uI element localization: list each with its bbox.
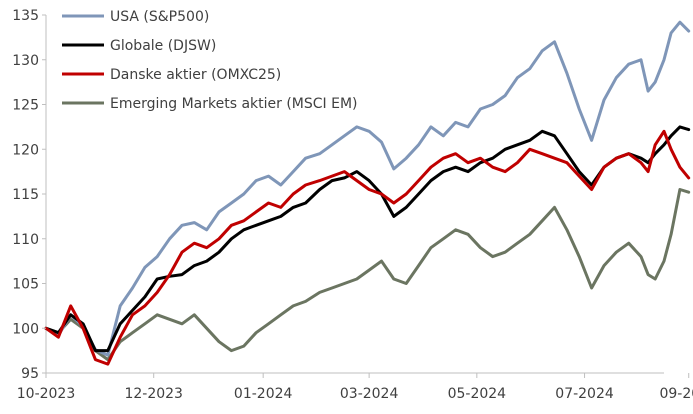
series-line-2 (44, 129, 691, 366)
x-tick-label: 09-2024 (659, 386, 693, 402)
legend: USA (S&P500) Globale (DJSW) Danske aktier … (62, 9, 358, 112)
legend-label-1: Globale (DJSW) (110, 38, 216, 54)
y-tick-label: 115 (12, 187, 39, 203)
y-tick-label: 100 (12, 321, 39, 337)
legend-label-2: Danske aktier (OMXC25) (110, 67, 281, 83)
y-tick-label: 95 (21, 366, 39, 382)
legend-label-0: USA (S&P500) (110, 9, 209, 25)
y-tick-label: 110 (12, 232, 39, 248)
series-lines (44, 20, 691, 366)
x-axis-ticks: 10-2023 12-2023 01-2024 03-2024 05-2024 07-20… (17, 373, 693, 402)
x-tick-label: 07-2024 (555, 386, 614, 402)
x-tick-label: 05-2024 (448, 386, 507, 402)
series-line-0 (44, 20, 691, 357)
x-tick-label: 12-2023 (124, 386, 183, 402)
y-tick-label: 130 (12, 53, 39, 69)
y-tick-label: 105 (12, 277, 39, 293)
y-tick-label: 120 (12, 142, 39, 158)
x-tick-label: 10-2023 (17, 386, 76, 402)
x-tick-label: 01-2024 (234, 386, 293, 402)
series-line-1 (44, 125, 691, 353)
series-line-3 (44, 188, 691, 362)
y-tick-label: 135 (12, 8, 39, 24)
legend-label-3: Emerging Markets aktier (MSCI EM) (110, 96, 358, 112)
y-axis-ticks: 95 100 105 110 115 120 125 130 135 (12, 8, 46, 382)
y-tick-label: 125 (12, 98, 39, 114)
x-tick-label: 03-2024 (340, 386, 399, 402)
axis-lines (45, 15, 664, 378)
